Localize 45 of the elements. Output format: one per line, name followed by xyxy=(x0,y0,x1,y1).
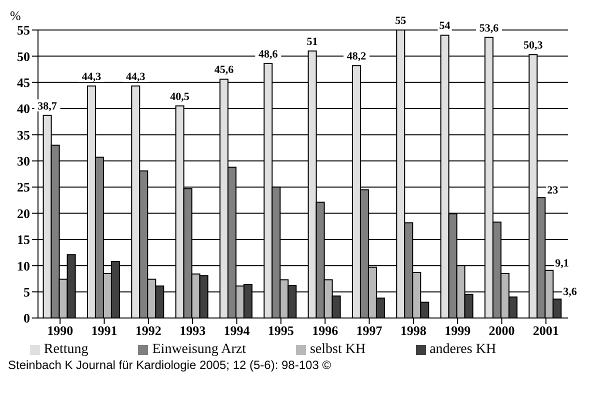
data-label: 53,6 xyxy=(479,22,500,34)
x-tick-label: 1997 xyxy=(356,323,383,338)
x-tick-label: 1995 xyxy=(268,323,294,338)
x-tick-label: 1996 xyxy=(312,323,339,338)
x-tick-label: 1993 xyxy=(180,323,206,338)
y-tick-label: 15 xyxy=(17,232,30,248)
data-label: 50,3 xyxy=(524,40,544,52)
y-tick-label: 35 xyxy=(17,127,30,142)
y-tick-label: 5 xyxy=(24,284,30,300)
x-tick-label: 1992 xyxy=(135,323,162,338)
x-tick-label: 2000 xyxy=(488,323,515,338)
data-label: 48,2 xyxy=(346,50,367,63)
x-tick-label: 1990 xyxy=(47,323,74,338)
x-tick-label: 1999 xyxy=(444,323,472,338)
y-tick-label: 50 xyxy=(17,48,30,64)
x-tick-label: 1991 xyxy=(91,323,118,338)
x-tick-label: 1994 xyxy=(224,323,250,338)
y-tick-label: 30 xyxy=(17,154,30,169)
data-label: 38,7 xyxy=(38,100,58,112)
data-label: 48,6 xyxy=(258,48,278,61)
x-tick-label: 2001 xyxy=(532,323,559,338)
y-axis-title: % xyxy=(10,8,21,24)
y-tick-label: 55 xyxy=(17,22,30,38)
text: Steinbach K Journal für Kardiologie 2005; 12 (5-6): 98-103 © xyxy=(8,358,332,372)
data-label: 55 xyxy=(395,15,407,27)
data-label: 3,6 xyxy=(563,286,578,298)
y-tick-label: 0 xyxy=(24,310,30,326)
data-label: 23 xyxy=(547,184,559,197)
legend-label: Rettung xyxy=(44,342,88,357)
legend-label: Einweisung Arzt xyxy=(152,342,246,357)
data-label: 44,3 xyxy=(82,71,102,84)
y-tick-label: 20 xyxy=(17,206,30,221)
data-label: 51 xyxy=(306,36,318,48)
data-label: 9,1 xyxy=(555,257,569,270)
y-tick-label: 25 xyxy=(17,180,30,195)
legend-label: anderes KH xyxy=(430,342,496,357)
data-label: 54 xyxy=(439,20,451,32)
x-tick-label: 1998 xyxy=(400,323,427,338)
data-label: 40,5 xyxy=(170,90,190,103)
y-tick-label: 10 xyxy=(17,258,30,274)
data-label: 45,6 xyxy=(214,64,234,76)
legend-label: selbst KH xyxy=(310,342,366,357)
data-label: 44,3 xyxy=(126,71,146,84)
y-tick-label: 40 xyxy=(17,101,30,116)
y-tick-label: 45 xyxy=(17,74,30,90)
